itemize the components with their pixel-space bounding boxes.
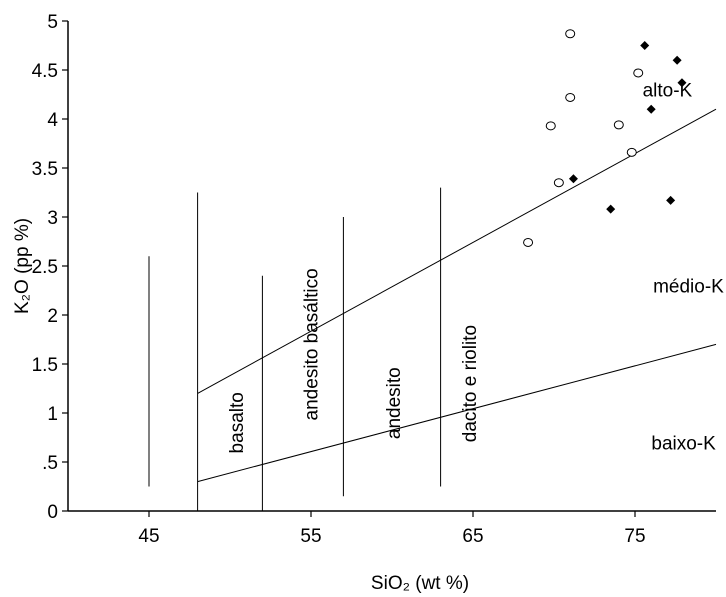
medium-high-k-boundary [197,108,717,394]
y-axis-label: K₂O (pp %) [12,218,33,314]
y-tick-label: 2 [47,306,58,327]
k-series-label: alto-K [643,81,693,102]
x-tick-label: 45 [138,526,159,547]
x-tick-label: 75 [624,526,645,547]
k-series-label: médio-K [653,277,724,298]
filled-diamond-point [646,104,656,114]
rock-type-label: andesito basáltico [301,268,322,420]
y-tick-label: 2.5 [32,257,58,278]
y-tick-label: 3 [47,208,58,229]
y-tick-label: 5 [47,12,58,33]
filled-diamond-point [666,195,676,205]
k-series-label: baixo-K [651,433,716,454]
rock-type-label: dacito e riolito [460,325,481,442]
y-tick-label: 0 [47,502,58,523]
open-circle-point [523,237,534,247]
filled-diamond-point [606,204,616,214]
open-circle-point [565,92,576,102]
filled-diamond-point [672,55,682,65]
filled-diamond-point [640,41,650,50]
open-circle-point [565,29,576,39]
y-tick-label: 1 [47,404,58,425]
open-circle-point [613,120,624,130]
x-tick-label: 55 [300,526,321,547]
rock-type-label: basalto [227,392,248,453]
y-tick-label: 4.5 [32,61,58,82]
low-medium-k-boundary [197,343,717,483]
y-tick-label: 1.5 [32,355,58,376]
y-tick-label: 4 [47,110,58,131]
x-axis-label: SiO₂ (wt %) [371,573,469,594]
x-tick-label: 65 [462,526,483,547]
classification-lines [148,108,717,511]
filled-diamond-point [568,174,578,184]
data-markers [523,29,687,247]
open-circle-point [633,68,644,78]
filled-diamond-point [677,78,687,88]
open-circle-point [626,147,637,157]
y-tick-label: .5 [42,453,58,474]
region-labels: alto-K médio-K baixo-K basalto andesito basá… [227,81,724,455]
axes: 0 .5 1 1.5 2 2.5 3 3.5 4 4.5 5 45 55 65 75 [32,12,716,547]
rock-type-label: andesito [384,367,405,439]
open-circle-point [545,121,556,131]
open-circle-point [553,178,564,188]
y-tick-label: 3.5 [32,159,58,180]
